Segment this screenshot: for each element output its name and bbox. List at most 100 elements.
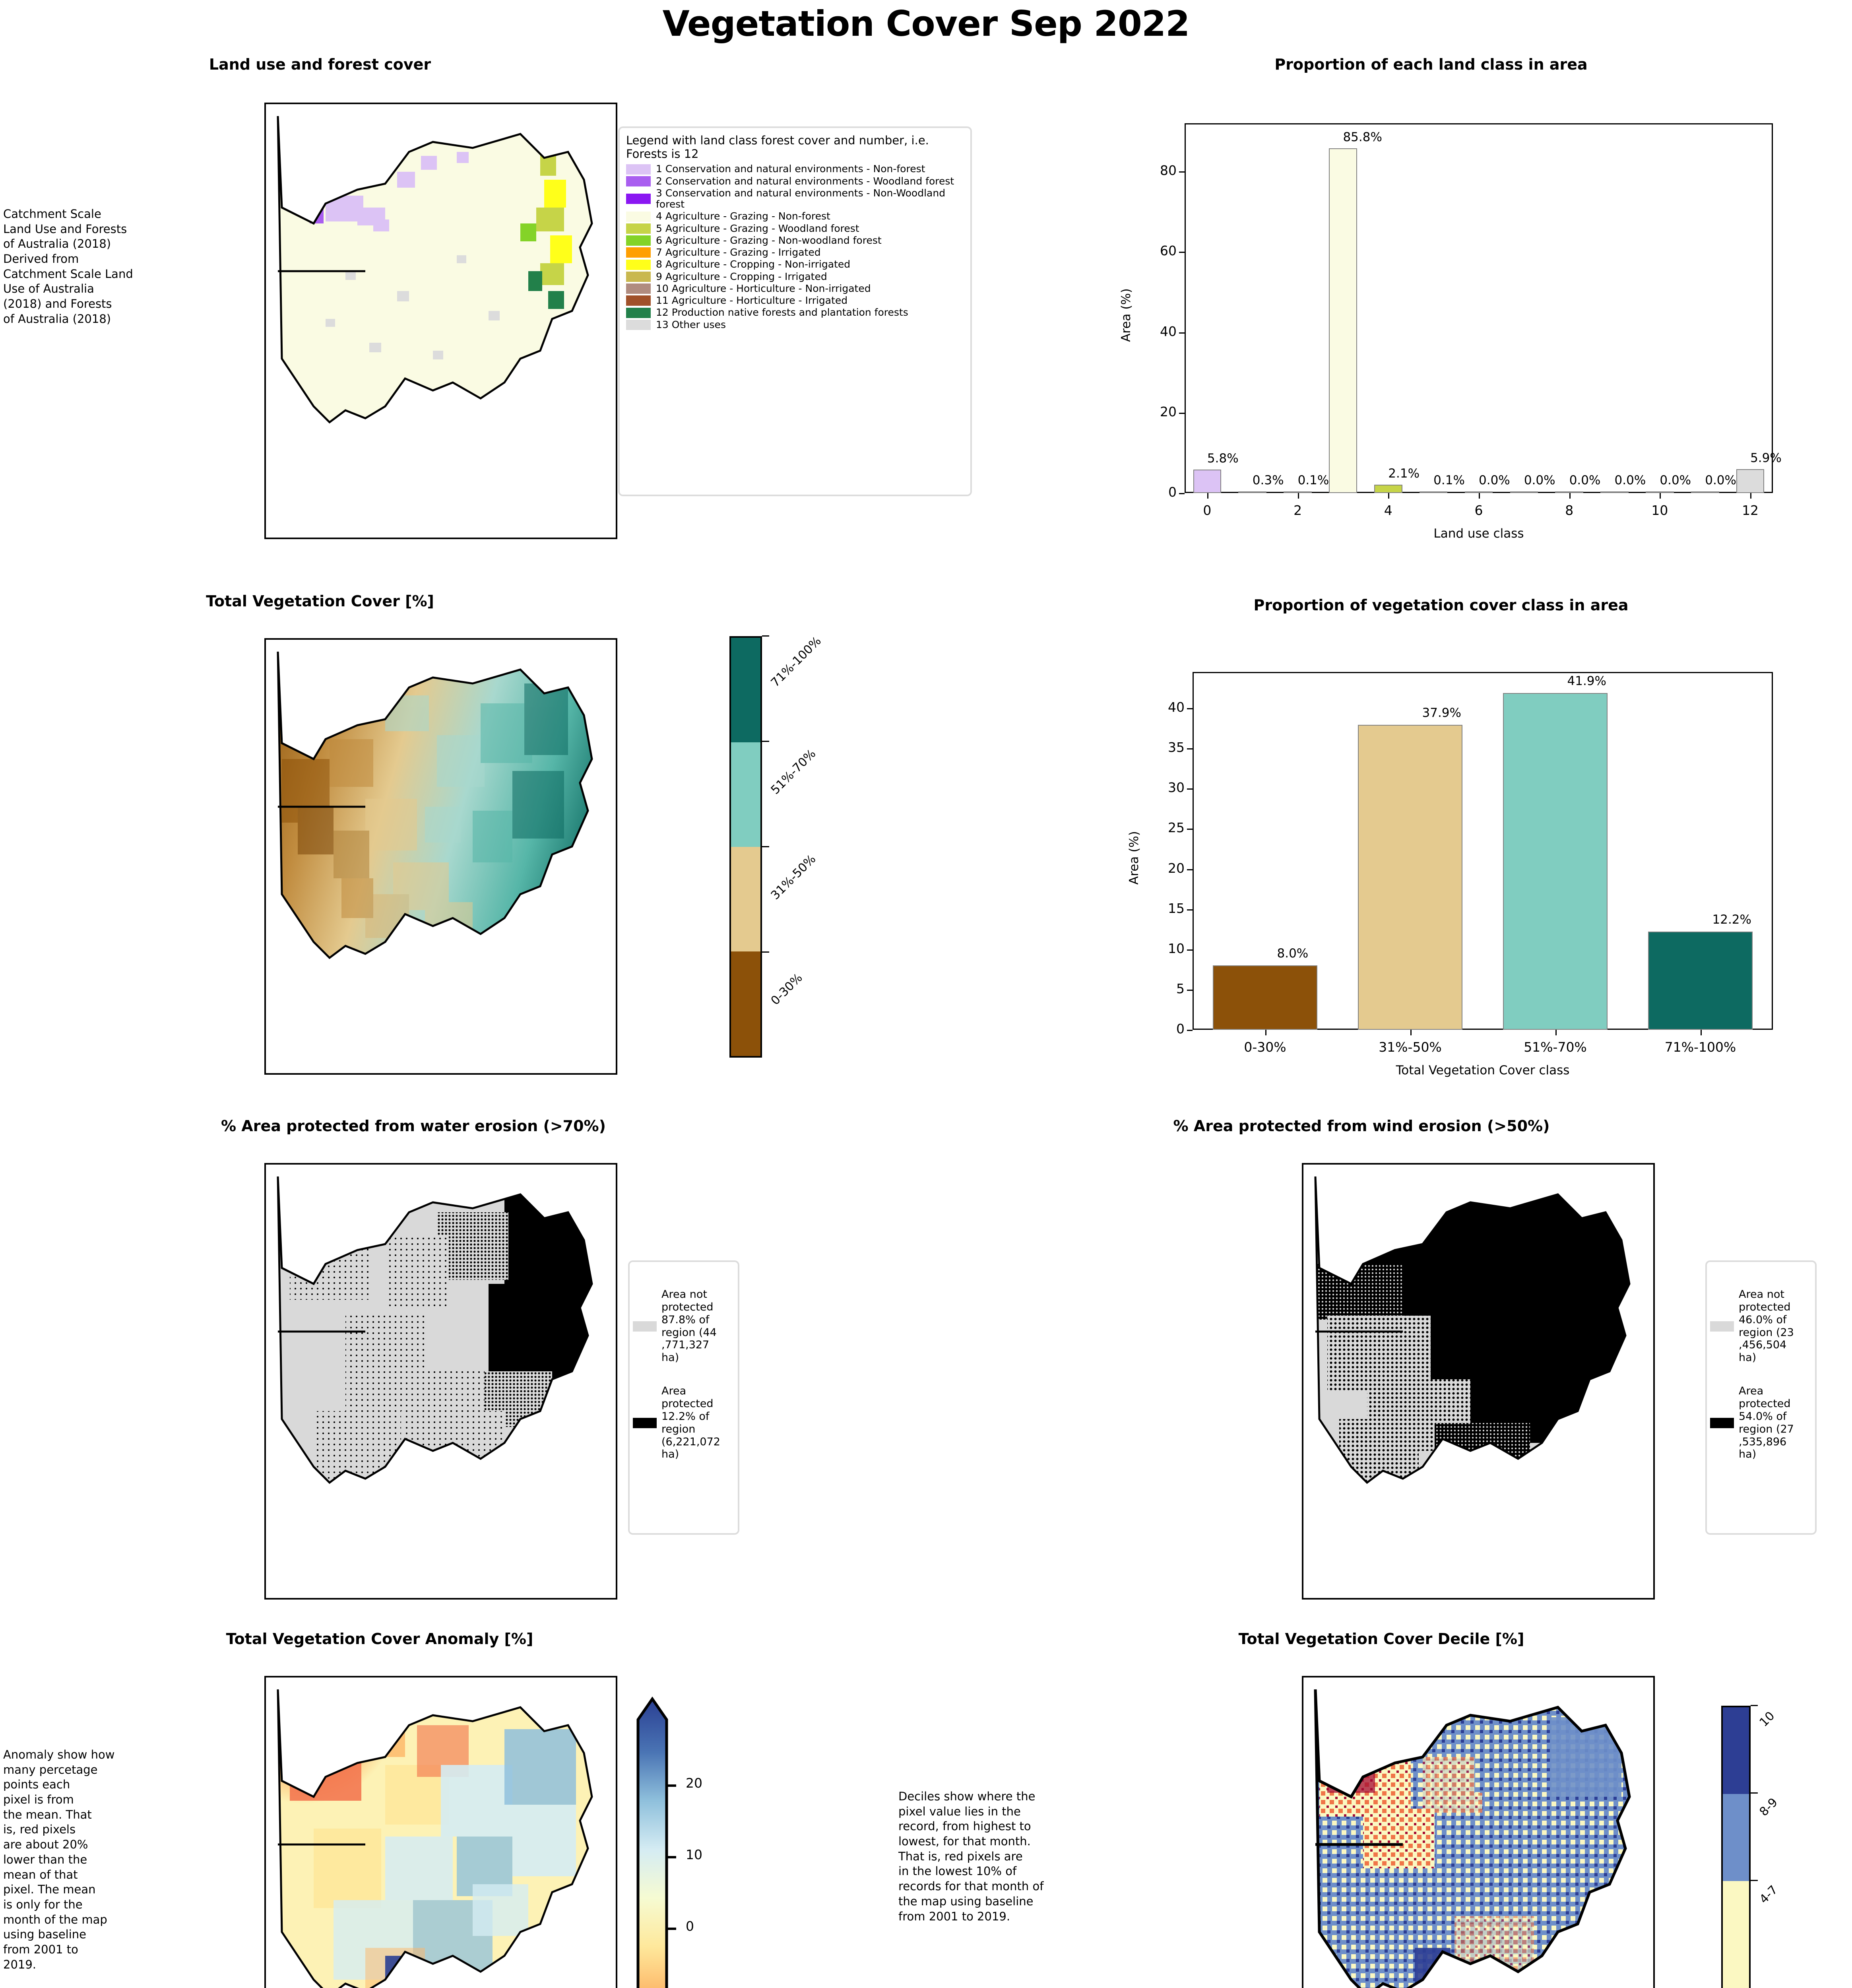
- legend-item[interactable]: 2 Conservation and natural environments …: [626, 175, 964, 187]
- legend-item[interactable]: Area not protected 46.0% of region (23 ,…: [1710, 1288, 1812, 1364]
- x-tick-label: 10: [1651, 503, 1668, 518]
- bar[interactable]: [1510, 491, 1538, 493]
- anomaly-note: Anomaly show how many percetage points e…: [3, 1748, 115, 1971]
- bar-value-label: 0.3%: [1252, 473, 1284, 487]
- bar[interactable]: [1555, 491, 1583, 493]
- decile-colorbar[interactable]: [1721, 1706, 1751, 1988]
- legend-item-label: 3 Conservation and natural environments …: [656, 187, 946, 210]
- bar[interactable]: [1648, 932, 1753, 1030]
- legend-item[interactable]: 3 Conservation and natural environments …: [626, 187, 964, 210]
- bar[interactable]: [1691, 491, 1719, 493]
- legend-item[interactable]: 8 Agriculture - Cropping - Non-irrigated: [626, 259, 964, 270]
- land-use-bar-chart[interactable]: 5.8% 0.3% 0.1% 85.8% 2.1% 0.1% 0.0% 0.0% 0.0% 0.0…: [1093, 99, 1789, 569]
- legend-item[interactable]: 7 Agriculture - Grazing - Irrigated: [626, 247, 964, 258]
- water-erosion-map[interactable]: [264, 1163, 617, 1600]
- legend-item[interactable]: 5 Agriculture - Grazing - Woodland fores…: [626, 223, 964, 234]
- colorbar-segment-10: [1723, 1707, 1749, 1794]
- bar[interactable]: [1736, 469, 1765, 493]
- legend-item[interactable]: 1 Conservation and natural environments …: [626, 163, 964, 175]
- legend-item[interactable]: Area not protected 87.8% of region (44 ,…: [633, 1288, 735, 1364]
- legend-item[interactable]: 13 Other uses: [626, 319, 964, 330]
- bar[interactable]: [1284, 491, 1312, 493]
- anomaly-map[interactable]: [264, 1676, 617, 1988]
- land-use-chart-title: Proportion of each land class in area: [1274, 56, 1588, 73]
- legend-item[interactable]: 4 Agriculture - Grazing - Non-forest: [626, 211, 964, 222]
- veg-cover-map-graphic: [277, 651, 593, 959]
- bar[interactable]: [1213, 965, 1317, 1030]
- land-use-map-title: Land use and forest cover: [209, 56, 431, 73]
- colorbar-segment-71-100: [731, 638, 760, 742]
- legend-item-label: 8 Agriculture - Cropping - Non-irrigated: [656, 258, 851, 270]
- bar[interactable]: [1503, 693, 1608, 1030]
- y-tick-mark: [1187, 869, 1193, 870]
- veg-cover-colorbar[interactable]: [729, 636, 762, 1058]
- x-tick-mark: [1555, 1030, 1557, 1035]
- bar[interactable]: [1358, 725, 1462, 1030]
- legend-color-swatch: [1710, 1417, 1734, 1428]
- anomaly-tick-0: 0: [686, 1918, 694, 1934]
- y-tick-mark: [1179, 412, 1185, 414]
- wind-erosion-title: % Area protected from wind erosion (>50%…: [1173, 1117, 1550, 1135]
- colorbar-segment-51-70: [731, 742, 760, 847]
- anomaly-colorbar[interactable]: [635, 1696, 687, 1988]
- y-axis-label: Area (%): [1127, 831, 1141, 885]
- y-axis-label: Area (%): [1119, 288, 1133, 342]
- colorbar-tick: [1751, 1792, 1758, 1794]
- decile-map[interactable]: [1302, 1676, 1655, 1988]
- bar[interactable]: [1600, 491, 1629, 493]
- legend-item[interactable]: 10 Agriculture - Horticulture - Non-irri…: [626, 283, 964, 294]
- x-tick-label: 51%-70%: [1524, 1039, 1587, 1055]
- land-use-legend[interactable]: Legend with land class forest cover and …: [618, 126, 972, 496]
- bar[interactable]: [1193, 470, 1222, 493]
- colorbar-tick: [762, 951, 769, 953]
- bar-value-label: 0.0%: [1705, 473, 1736, 487]
- bar-value-label: 37.9%: [1422, 706, 1461, 720]
- legend-color-swatch: [633, 1321, 657, 1332]
- veg-cover-bar-chart[interactable]: 8.0% 37.9% 41.9% 12.2% 0 5 10 15 20 25 30 35 40 0-30%…: [1093, 636, 1789, 1105]
- bar[interactable]: [1238, 491, 1267, 493]
- wind-erosion-map[interactable]: [1302, 1163, 1655, 1600]
- x-tick-label: 71%-100%: [1664, 1039, 1736, 1055]
- bar-value-label: 0.0%: [1524, 473, 1555, 487]
- y-tick-mark: [1187, 949, 1193, 951]
- veg-cover-map-title: Total Vegetation Cover [%]: [206, 592, 434, 610]
- y-tick-label: 25: [1168, 820, 1185, 836]
- legend-item[interactable]: 9 Agriculture - Cropping - Irrigated: [626, 271, 964, 282]
- bar[interactable]: [1646, 491, 1674, 493]
- x-tick-mark: [1265, 1030, 1266, 1035]
- bar-value-label: 5.9%: [1750, 451, 1782, 466]
- wind-erosion-legend[interactable]: Area not protected 46.0% of region (23 ,…: [1705, 1260, 1817, 1535]
- legend-color-swatch: [633, 1417, 657, 1428]
- x-tick-label: 2: [1293, 503, 1302, 518]
- legend-item-label: 5 Agriculture - Grazing - Woodland fores…: [656, 222, 859, 234]
- legend-item-label: 11 Agriculture - Horticulture - Irrigate…: [656, 295, 848, 307]
- x-tick-mark: [1479, 493, 1480, 499]
- legend-item[interactable]: 6 Agriculture - Grazing - Non-woodland f…: [626, 235, 964, 246]
- legend-item[interactable]: Area protected 12.2% of region (6,221,07…: [633, 1385, 735, 1461]
- legend-color-swatch: [626, 295, 651, 306]
- land-use-map[interactable]: [264, 103, 617, 539]
- legend-color-swatch: [626, 259, 651, 270]
- water-erosion-legend[interactable]: Area not protected 87.8% of region (44 ,…: [628, 1260, 739, 1535]
- y-tick-mark: [1187, 748, 1193, 750]
- y-tick-label: 5: [1176, 980, 1185, 996]
- legend-item[interactable]: Area protected 54.0% of region (27 ,535,…: [1710, 1385, 1812, 1461]
- bar[interactable]: [1329, 148, 1357, 493]
- legend-item[interactable]: 11 Agriculture - Horticulture - Irrigate…: [626, 295, 964, 306]
- legend-item[interactable]: 12 Production native forests and plantat…: [626, 307, 964, 318]
- bar[interactable]: [1464, 491, 1493, 493]
- bar-value-label: 41.9%: [1567, 674, 1606, 688]
- bar[interactable]: [1374, 484, 1402, 493]
- legend-color-swatch: [626, 307, 651, 318]
- legend-color-swatch: [626, 194, 651, 204]
- x-tick-label: 8: [1565, 503, 1574, 518]
- decile-label-10: 10: [1757, 1709, 1778, 1730]
- decile-label-4-7: 4-7: [1757, 1883, 1781, 1906]
- bar[interactable]: [1419, 491, 1448, 493]
- y-tick-label: 60: [1160, 243, 1177, 259]
- veg-cover-map[interactable]: [264, 638, 617, 1075]
- x-tick-mark: [1410, 1030, 1412, 1035]
- decile-map-graphic: [1314, 1689, 1631, 1988]
- x-tick-mark: [1569, 493, 1571, 499]
- legend-color-swatch: [626, 211, 651, 222]
